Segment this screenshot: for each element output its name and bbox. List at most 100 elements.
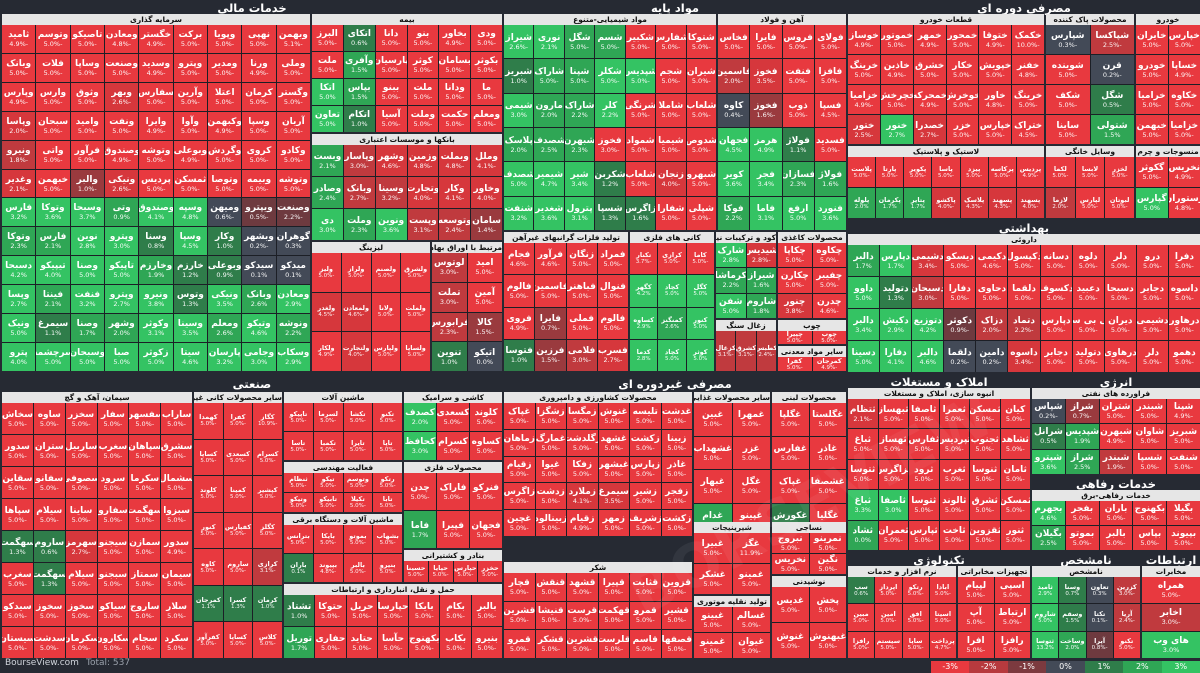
stock-tile[interactable]: وایرا -4.9% — [139, 111, 173, 140]
stock-tile[interactable]: شبهرو -5.0% — [686, 162, 716, 196]
sector-title[interactable]: نامشخص — [1060, 553, 1112, 567]
stock-tile[interactable]: شاروم 1.8% — [746, 293, 776, 318]
stock-tile[interactable]: وملت 2.3% — [343, 209, 375, 240]
stock-tile[interactable]: خپارس -5.0% — [1168, 25, 1200, 54]
stock-tile[interactable]: حریل -5.0% — [346, 595, 377, 626]
stock-tile[interactable]: سشمال -5.0% — [161, 467, 192, 498]
stock-tile[interactable]: وصنا 1.7% — [70, 314, 105, 343]
stock-tile[interactable]: ملت -5.0% — [407, 79, 439, 105]
stock-tile[interactable]: ساروج -5.0% — [129, 595, 161, 626]
stock-tile[interactable]: چفیبر -5.0% — [812, 268, 846, 293]
stock-tile[interactable]: ثمسکن -5.0% — [173, 169, 208, 198]
stock-tile[interactable]: سکرمان-5.0% — [65, 627, 97, 658]
stock-tile[interactable]: فسدید -5.0% — [814, 127, 846, 162]
stock-tile[interactable]: رتکو -5.0% — [902, 577, 929, 604]
stock-tile[interactable]: شراز -0.7% — [1065, 399, 1099, 424]
stock-tile[interactable]: شیدیس -2.8% — [746, 243, 776, 268]
stock-tile[interactable]: کلاس -5.0% — [253, 622, 282, 658]
stock-tile[interactable]: چدرن -4.6% — [812, 293, 846, 318]
stock-tile[interactable]: غاذر -5.0% — [809, 436, 846, 469]
stock-tile[interactable]: صبا 5.0% — [105, 343, 139, 371]
stock-tile[interactable]: وسپا 4.5% — [173, 227, 208, 256]
stock-tile[interactable]: تعاون 0.3% — [1086, 577, 1113, 604]
stock-tile[interactable]: وبملت -4.8% — [439, 145, 471, 176]
stock-tile[interactable]: ورنا -4.9% — [242, 53, 276, 82]
stock-tile[interactable]: شیمیر 4.7% — [534, 162, 564, 196]
stock-tile[interactable]: وامید -5.0% — [70, 111, 105, 140]
stock-tile[interactable]: وکوثر 3.1% — [139, 314, 173, 343]
stock-tile[interactable]: رستوران-4.8% — [1168, 188, 1200, 218]
stock-tile[interactable]: خپویش -5.0% — [979, 55, 1012, 84]
stock-tile[interactable]: پترو 4.0% — [2, 343, 36, 371]
stock-tile[interactable]: زشریف -5.0% — [630, 510, 661, 536]
stock-tile[interactable]: کویر 3.6% — [718, 162, 750, 196]
stock-tile[interactable]: شاروم 5.0% — [1032, 604, 1059, 631]
stock-tile[interactable]: فجهان -5.0% — [470, 511, 502, 548]
stock-tile[interactable]: شبهرن -4.9% — [1099, 424, 1133, 449]
stock-tile[interactable]: وپترو 2.7% — [105, 285, 139, 314]
stock-tile[interactable]: خکمک -10.0% — [1012, 25, 1044, 54]
stock-tile[interactable]: ثزاگرس-5.0% — [878, 459, 908, 490]
stock-tile[interactable]: تکنار -3.7% — [630, 243, 658, 275]
stock-tile[interactable]: کرازی -5.0% — [658, 243, 686, 275]
stock-tile[interactable]: لپارس -5.0% — [1075, 188, 1105, 218]
stock-tile[interactable]: ویپترو -0.5% — [242, 198, 276, 227]
stock-tile[interactable]: پارسیان-5.0% — [375, 52, 407, 78]
stock-tile[interactable]: پلاسک -4.3% — [960, 188, 988, 218]
stock-tile[interactable]: داسوه -3.4% — [1008, 341, 1040, 372]
stock-tile[interactable]: فجر 3.4% — [750, 162, 782, 196]
stock-tile[interactable]: بنو -5.0% — [407, 25, 439, 51]
stock-tile[interactable]: زمگسا -5.0% — [567, 403, 598, 429]
stock-tile[interactable]: اسپی -5.0% — [994, 577, 1030, 604]
stock-tile[interactable]: غسالم -5.0% — [732, 607, 770, 632]
stock-tile[interactable]: وپسا 2.7% — [2, 285, 36, 314]
stock-tile[interactable]: کاوه -0.4% — [718, 93, 750, 127]
stock-tile[interactable]: فایرا -0.7% — [535, 307, 566, 339]
stock-tile[interactable]: آپرا -0.8% — [1086, 631, 1113, 658]
stock-tile[interactable]: فولای -5.0% — [814, 25, 846, 59]
stock-tile[interactable]: ثامید -4.9% — [2, 25, 36, 53]
stock-tile[interactable]: فخاس -5.0% — [718, 25, 750, 59]
stock-tile[interactable]: دالبر 1.7% — [848, 245, 880, 276]
stock-tile[interactable]: پردیس -4.9% — [1016, 157, 1044, 187]
stock-tile[interactable]: فرزین -1.5% — [535, 339, 566, 371]
stock-tile[interactable]: کمرجان 1.1% — [194, 585, 223, 622]
stock-tile[interactable]: خپارس -5.0% — [979, 115, 1012, 144]
stock-tile[interactable]: ثقزوین -5.0% — [970, 520, 1000, 550]
stock-tile[interactable]: کپشیر -5.0% — [253, 476, 282, 512]
stock-tile[interactable]: غزر -5.0% — [732, 436, 770, 469]
stock-tile[interactable]: دکوثر -0.9% — [944, 309, 976, 340]
industry-title[interactable]: سایر محصولات کانی غیرفلزی — [194, 392, 282, 403]
stock-tile[interactable]: ثپارس -5.0% — [909, 520, 939, 550]
stock-tile[interactable]: سشرق -5.0% — [161, 435, 192, 466]
stock-tile[interactable]: ونفت -5.0% — [105, 111, 139, 140]
stock-tile[interactable]: کساپا -5.0% — [223, 622, 253, 658]
stock-tile[interactable]: قنیشا -5.0% — [535, 601, 566, 630]
stock-tile[interactable]: درو -5.0% — [1136, 245, 1168, 276]
stock-tile[interactable]: فارس 3.2% — [2, 198, 36, 227]
stock-tile[interactable]: تیپیکو 4.0% — [36, 256, 70, 285]
stock-tile[interactable]: کزغال -3.1% — [716, 331, 736, 371]
stock-tile[interactable]: غشهد -5.0% — [598, 429, 629, 456]
stock-tile[interactable]: فپیرا -5.0% — [437, 511, 469, 548]
stock-tile[interactable]: سخوز -5.0% — [65, 595, 97, 626]
stock-tile[interactable]: تملت -3.0% — [432, 282, 467, 312]
stock-tile[interactable]: حتوکا -5.0% — [315, 595, 346, 626]
stock-tile[interactable]: غبیرا -5.0% — [694, 533, 732, 563]
stock-tile[interactable]: ذوب -5.0% — [782, 93, 814, 127]
stock-tile[interactable]: وپاسا -2.0% — [2, 111, 36, 140]
stock-tile[interactable]: کچاد 5.0% — [658, 275, 686, 307]
industry-title[interactable]: لاستیک و پلاستیک — [848, 146, 1044, 157]
sector-title[interactable]: ارتباطات — [1145, 553, 1197, 567]
stock-tile[interactable]: شمواد -5.0% — [625, 127, 656, 162]
stock-tile[interactable]: ثفارس -5.0% — [909, 429, 939, 459]
stock-tile[interactable]: فاما 1.7% — [404, 511, 436, 548]
stock-tile[interactable]: دجابر -5.0% — [1040, 341, 1072, 372]
stock-tile[interactable]: دتولید -5.0% — [1072, 341, 1104, 372]
stock-tile[interactable]: وبانک -5.0% — [2, 53, 36, 82]
stock-tile[interactable]: دی 3.0% — [312, 209, 343, 240]
stock-tile[interactable]: زکوثر 5.0% — [139, 343, 173, 371]
stock-tile[interactable]: قرست -5.0% — [567, 601, 598, 630]
stock-tile[interactable]: سپ 0.6% — [848, 577, 875, 604]
sector-title[interactable]: مصرفی دوره ای — [977, 1, 1071, 15]
